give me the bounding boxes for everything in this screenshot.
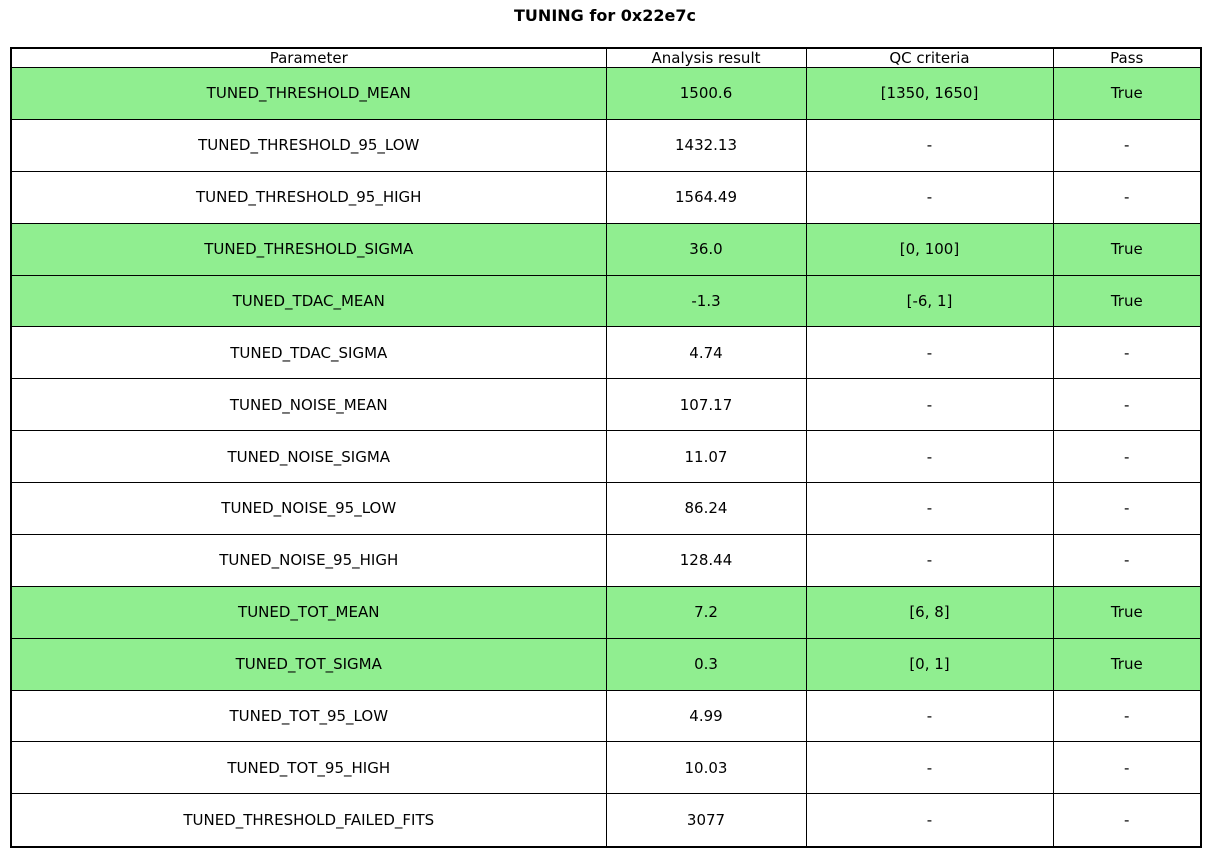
table-row: TUNED_TDAC_MEAN -1.3 [-6, 1] True: [10, 274, 1202, 328]
result-cell: 1564.49: [605, 170, 807, 224]
pass-cell: -: [1052, 689, 1202, 743]
parameter-cell: TUNED_NOISE_SIGMA: [10, 430, 607, 483]
parameter-cell: TUNED_THRESHOLD_MEAN: [10, 67, 607, 120]
qc-cell: [-6, 1]: [805, 274, 1054, 328]
qc-cell: -: [805, 430, 1054, 483]
parameter-cell: TUNED_NOISE_MEAN: [10, 378, 607, 432]
table-row: TUNED_TOT_SIGMA 0.3 [0, 1] True: [10, 637, 1202, 691]
qc-cell: -: [805, 793, 1054, 848]
qc-cell: [0, 100]: [805, 222, 1054, 276]
parameter-cell: TUNED_NOISE_95_LOW: [10, 482, 607, 535]
table-row: TUNED_NOISE_95_LOW 86.24 - -: [10, 482, 1202, 535]
page-title: TUNING for 0x22e7c: [514, 6, 696, 25]
parameter-cell: TUNED_TDAC_SIGMA: [10, 326, 607, 380]
parameter-cell: TUNED_THRESHOLD_95_LOW: [10, 118, 607, 172]
result-cell: -1.3: [605, 274, 807, 328]
column-header-qc-criteria: QC criteria: [805, 47, 1054, 68]
pass-cell: -: [1052, 378, 1202, 432]
table-row: TUNED_TOT_MEAN 7.2 [6, 8] True: [10, 585, 1202, 639]
pass-cell: -: [1052, 482, 1202, 535]
pass-cell: -: [1052, 741, 1202, 795]
column-header-analysis-result: Analysis result: [605, 47, 807, 68]
qc-cell: [6, 8]: [805, 585, 1054, 639]
result-cell: 0.3: [605, 637, 807, 691]
qc-cell: -: [805, 689, 1054, 743]
parameter-cell: TUNED_THRESHOLD_SIGMA: [10, 222, 607, 276]
table-row: TUNED_THRESHOLD_MEAN 1500.6 [1350, 1650]…: [10, 67, 1202, 120]
pass-cell: -: [1052, 118, 1202, 172]
result-cell: 4.99: [605, 689, 807, 743]
result-cell: 1500.6: [605, 67, 807, 120]
table-row: TUNED_THRESHOLD_FAILED_FITS 3077 - -: [10, 793, 1202, 848]
qc-cell: -: [805, 482, 1054, 535]
pass-cell: True: [1052, 222, 1202, 276]
pass-cell: -: [1052, 326, 1202, 380]
pass-cell: True: [1052, 637, 1202, 691]
table-row: TUNED_THRESHOLD_95_HIGH 1564.49 - -: [10, 170, 1202, 224]
column-header-pass: Pass: [1052, 47, 1202, 68]
parameter-cell: TUNED_THRESHOLD_FAILED_FITS: [10, 793, 607, 848]
qc-cell: [0, 1]: [805, 637, 1054, 691]
pass-cell: -: [1052, 533, 1202, 587]
column-header-parameter: Parameter: [10, 47, 607, 68]
result-cell: 3077: [605, 793, 807, 848]
qc-cell: -: [805, 533, 1054, 587]
qc-cell: [1350, 1650]: [805, 67, 1054, 120]
parameter-cell: TUNED_TOT_SIGMA: [10, 637, 607, 691]
qc-cell: -: [805, 741, 1054, 795]
result-cell: 11.07: [605, 430, 807, 483]
pass-cell: True: [1052, 585, 1202, 639]
parameter-cell: TUNED_TOT_95_LOW: [10, 689, 607, 743]
result-cell: 107.17: [605, 378, 807, 432]
pass-cell: -: [1052, 793, 1202, 848]
result-cell: 4.74: [605, 326, 807, 380]
pass-cell: -: [1052, 170, 1202, 224]
pass-cell: True: [1052, 274, 1202, 328]
qc-cell: -: [805, 326, 1054, 380]
table-row: TUNED_TOT_95_LOW 4.99 - -: [10, 689, 1202, 743]
header-row: Parameter Analysis result QC criteria Pa…: [10, 47, 1202, 68]
parameter-cell: TUNED_TOT_MEAN: [10, 585, 607, 639]
result-cell: 86.24: [605, 482, 807, 535]
result-cell: 36.0: [605, 222, 807, 276]
qc-results-table: Parameter Analysis result QC criteria Pa…: [10, 47, 1202, 848]
parameter-cell: TUNED_THRESHOLD_95_HIGH: [10, 170, 607, 224]
parameter-cell: TUNED_TDAC_MEAN: [10, 274, 607, 328]
parameter-cell: TUNED_TOT_95_HIGH: [10, 741, 607, 795]
table-row: TUNED_THRESHOLD_SIGMA 36.0 [0, 100] True: [10, 222, 1202, 276]
table-row: TUNED_NOISE_95_HIGH 128.44 - -: [10, 533, 1202, 587]
parameter-cell: TUNED_NOISE_95_HIGH: [10, 533, 607, 587]
table-row: TUNED_THRESHOLD_95_LOW 1432.13 - -: [10, 118, 1202, 172]
result-cell: 1432.13: [605, 118, 807, 172]
pass-cell: True: [1052, 67, 1202, 120]
result-cell: 128.44: [605, 533, 807, 587]
qc-cell: -: [805, 118, 1054, 172]
table-row: TUNED_NOISE_MEAN 107.17 - -: [10, 378, 1202, 432]
table-row: TUNED_TDAC_SIGMA 4.74 - -: [10, 326, 1202, 380]
result-cell: 7.2: [605, 585, 807, 639]
table-row: TUNED_TOT_95_HIGH 10.03 - -: [10, 741, 1202, 795]
result-cell: 10.03: [605, 741, 807, 795]
qc-cell: -: [805, 378, 1054, 432]
table-row: TUNED_NOISE_SIGMA 11.07 - -: [10, 430, 1202, 483]
qc-cell: -: [805, 170, 1054, 224]
pass-cell: -: [1052, 430, 1202, 483]
